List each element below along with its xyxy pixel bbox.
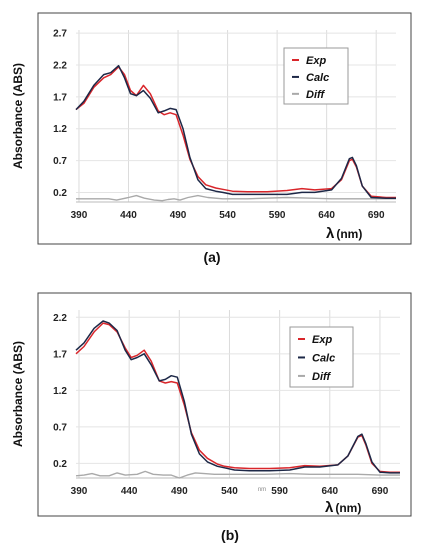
legend-label-exp: Exp bbox=[306, 55, 326, 67]
y-tick-label: 1.2 bbox=[53, 124, 67, 135]
legend: Exp Calc Diff bbox=[289, 326, 354, 388]
y-tick-label: 1.7 bbox=[53, 349, 67, 360]
y-tick-label: 2.2 bbox=[53, 61, 67, 72]
x-axis-small-label: nm bbox=[258, 487, 266, 493]
x-axis-title: λ (nm) bbox=[326, 225, 362, 242]
chart-panel-b: 0.2 0.7 1.2 1.7 2.2 390 440 490 540 590 640 690 Abso… bbox=[11, 292, 412, 543]
y-tick-label: 1.2 bbox=[53, 386, 67, 397]
x-tick-label: 390 bbox=[71, 486, 88, 497]
y-tick-label: 2.2 bbox=[53, 313, 67, 324]
x-tick-label: 590 bbox=[269, 210, 286, 221]
figure-frame bbox=[37, 292, 412, 517]
x-tick-label: 640 bbox=[318, 210, 335, 221]
x-axis-title: λ (nm) bbox=[325, 499, 361, 516]
y-tick-label: 0.2 bbox=[53, 188, 67, 199]
legend-label-diff: Diff bbox=[306, 89, 325, 101]
x-tick-label: 640 bbox=[321, 486, 338, 497]
x-tick-label: 690 bbox=[368, 210, 385, 221]
legend-label-exp: Exp bbox=[312, 334, 332, 346]
y-tick-label: 1.7 bbox=[53, 92, 67, 103]
series-line-exp bbox=[75, 66, 396, 199]
series-line-calc bbox=[75, 320, 400, 474]
panel-label: (b) bbox=[221, 527, 239, 543]
legend: Exp Calc Diff bbox=[283, 47, 349, 105]
y-tick-label: 2.7 bbox=[53, 29, 67, 40]
chart-panel-a: 0.2 0.7 1.2 1.7 2.2 2.7 390 440 490 540 590 640 690 A… bbox=[11, 12, 412, 265]
y-axis-title: Absorbance (ABS) bbox=[11, 341, 25, 447]
lambda-symbol: λ bbox=[325, 499, 334, 516]
lambda-symbol: λ bbox=[326, 225, 335, 242]
x-tick-label: 390 bbox=[71, 210, 88, 221]
y-axis-title: Absorbance (ABS) bbox=[11, 63, 25, 169]
series-line-calc bbox=[75, 64, 396, 199]
series-line-diff bbox=[76, 194, 396, 202]
x-tick-label: 440 bbox=[121, 486, 138, 497]
legend-label-diff: Diff bbox=[312, 371, 331, 383]
x-tick-label: 490 bbox=[171, 486, 188, 497]
series-line-diff bbox=[75, 470, 400, 479]
legend-label-calc: Calc bbox=[312, 352, 335, 364]
y-tick-label: 0.7 bbox=[53, 422, 67, 433]
y-tick-label: 0.2 bbox=[53, 459, 67, 470]
legend-label-calc: Calc bbox=[306, 72, 329, 84]
x-axis-unit: (nm) bbox=[336, 227, 362, 241]
y-tick-label: 0.7 bbox=[53, 156, 67, 167]
x-tick-label: 490 bbox=[170, 210, 187, 221]
panel-label: (a) bbox=[203, 249, 220, 265]
x-tick-label: 540 bbox=[219, 210, 236, 221]
x-tick-label: 440 bbox=[120, 210, 137, 221]
x-tick-label: 540 bbox=[221, 486, 238, 497]
x-tick-label: 690 bbox=[372, 486, 389, 497]
x-axis-unit: (nm) bbox=[335, 501, 361, 515]
x-tick-label: 590 bbox=[271, 486, 288, 497]
